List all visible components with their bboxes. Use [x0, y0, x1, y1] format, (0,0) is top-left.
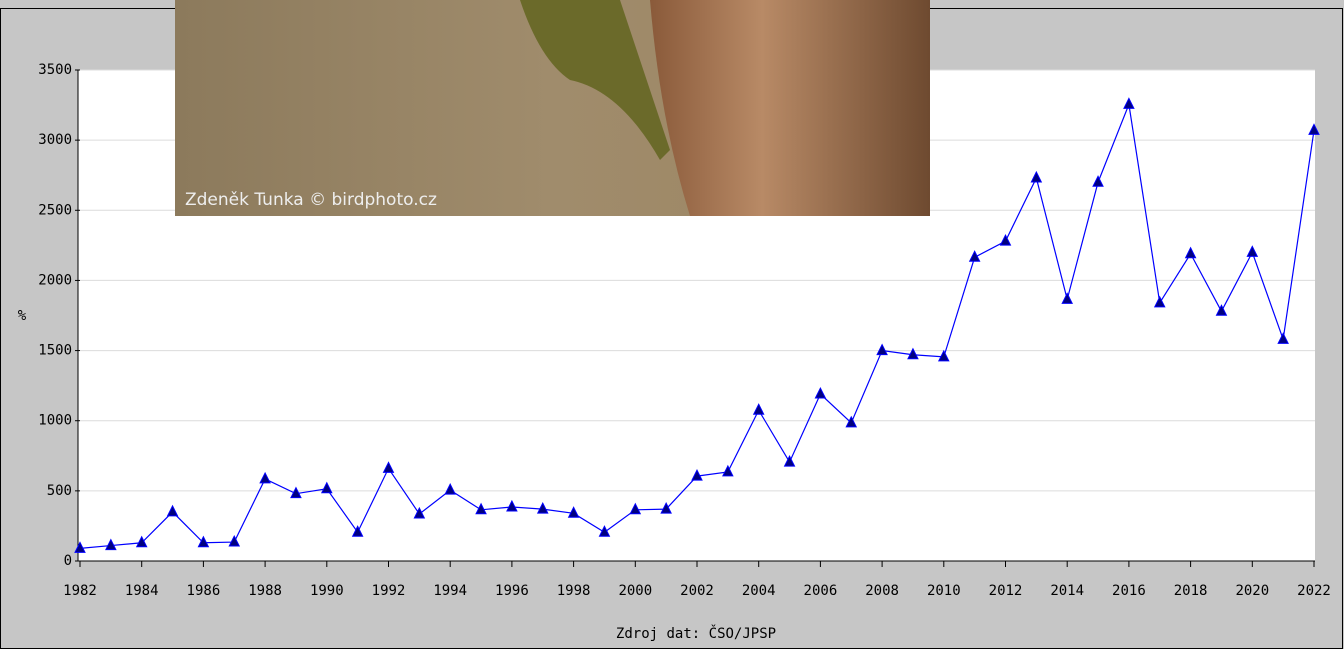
y-tick-label: 0 — [64, 553, 72, 569]
y-tick-label: 500 — [47, 483, 72, 499]
x-tick-label: 2014 — [1050, 583, 1084, 599]
x-tick-label: 2006 — [804, 583, 838, 599]
x-tick-label: 1986 — [187, 583, 221, 599]
y-tick-label: 2500 — [38, 202, 72, 218]
x-tick-label: 2018 — [1174, 583, 1208, 599]
x-tick-label: 2008 — [865, 583, 899, 599]
photo-trunk — [650, 0, 930, 216]
x-tick-label: 1998 — [557, 583, 591, 599]
y-tick-label: 3000 — [38, 132, 72, 148]
y-axis-label: % — [18, 308, 27, 324]
x-tick-label: 2022 — [1297, 583, 1331, 599]
x-axis-label: Zdroj dat: ČSO/JPSP — [616, 624, 776, 642]
x-tick-label: 2004 — [742, 583, 776, 599]
x-tick-label: 2000 — [618, 583, 652, 599]
photo-credit: Zdeněk Tunka © birdphoto.cz — [185, 190, 437, 210]
x-tick-label: 2016 — [1112, 583, 1146, 599]
y-tick-label: 3500 — [38, 62, 72, 78]
chart: % Zdroj dat: ČSO/JPSP 0 500 1000 1500 2000 25… — [0, 0, 1344, 649]
x-tick-label: 1996 — [495, 583, 529, 599]
y-tick-label: 1500 — [38, 343, 72, 359]
x-tick-label: 1994 — [433, 583, 467, 599]
y-tick-label: 2000 — [38, 272, 72, 288]
y-tick-label: 1000 — [38, 413, 72, 429]
photo: Zdeněk Tunka © birdphoto.cz — [175, 0, 930, 216]
x-tick-label: 1984 — [125, 583, 159, 599]
x-tick-label: 1988 — [248, 583, 282, 599]
x-tick-label: 2010 — [927, 583, 961, 599]
x-tick-label: 1982 — [63, 583, 97, 599]
x-tick-label: 1992 — [372, 583, 406, 599]
x-tick-label: 2020 — [1235, 583, 1269, 599]
page: % Zdroj dat: ČSO/JPSP 0 500 1000 1500 2000 25… — [0, 0, 1344, 649]
x-tick-label: 2012 — [989, 583, 1023, 599]
x-tick-label: 1990 — [310, 583, 344, 599]
x-tick-label: 2002 — [680, 583, 714, 599]
